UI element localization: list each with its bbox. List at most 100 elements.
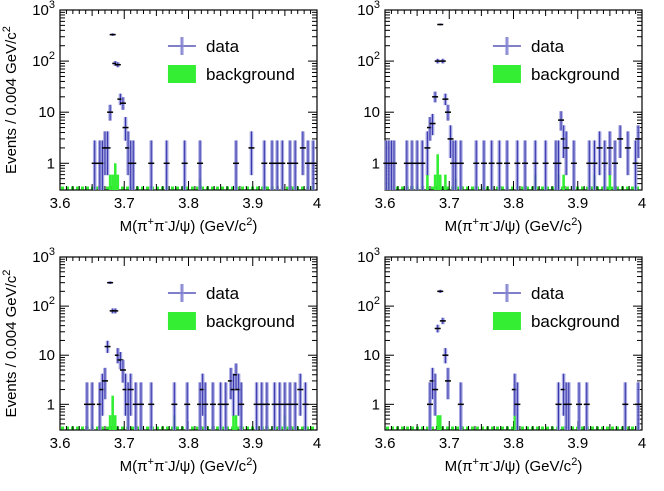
data-point [635, 125, 642, 159]
data-point [171, 382, 178, 430]
data-point [439, 317, 446, 325]
legend-label-background: background [206, 65, 295, 84]
data-point [555, 382, 562, 430]
background-bar [433, 174, 437, 190]
data-point [279, 140, 286, 190]
data-point [457, 382, 464, 430]
y-tick-label: 103 [32, 0, 55, 19]
x-tick-label: 3.8 [503, 195, 524, 212]
data-point [596, 131, 603, 176]
data-point [473, 140, 480, 190]
x-tick-label: 3.7 [439, 195, 460, 212]
data-point [148, 140, 155, 190]
data-point [586, 140, 593, 190]
data-point [439, 58, 446, 64]
data-point [591, 140, 598, 190]
panel-bottom-left: 3.6 3.7 3.8 3.9 4 1 10 102 103 data background M(π+… [1, 246, 321, 475]
y-tick-label: 10 [38, 104, 55, 121]
data-point [202, 382, 209, 430]
data-point [119, 97, 126, 110]
data-point [437, 23, 444, 26]
data-point [457, 140, 464, 190]
background-bar [438, 174, 442, 190]
background-bar [436, 154, 439, 190]
data-point [119, 359, 126, 383]
y-tick-label: 102 [357, 295, 380, 315]
y-tick-label: 1 [372, 396, 380, 413]
x-tick-label: 3.8 [503, 435, 524, 452]
data-point [426, 382, 433, 430]
legend-label-data: data [531, 37, 565, 56]
data-point [292, 382, 299, 430]
x-tick-label: 3.9 [567, 435, 588, 452]
data-point [563, 131, 570, 176]
data-point [287, 140, 294, 190]
data-point [583, 382, 590, 430]
data-point [555, 140, 562, 190]
x-axis-title: M(π+π-J/ψ) (GeV/c2) [445, 456, 583, 475]
data-point [442, 93, 449, 106]
y-tick-label: 102 [32, 50, 55, 70]
data-point [274, 140, 281, 190]
legend-entry-background: background [492, 312, 620, 331]
data-point [419, 140, 426, 190]
data-point [617, 125, 624, 159]
data-point [408, 140, 415, 190]
data-point [112, 308, 119, 314]
x-tick-label: 3.7 [114, 435, 135, 452]
background-bar [234, 415, 238, 430]
background-bar [444, 174, 447, 190]
data-point [148, 382, 155, 430]
data-point [248, 131, 255, 176]
data-point [127, 373, 134, 416]
legend-label-data: data [206, 37, 240, 56]
data-point [496, 140, 503, 190]
y-tick-label: 10 [363, 104, 380, 121]
legend-entry-data: data [492, 284, 565, 303]
data-point [217, 382, 224, 430]
background-bar [426, 174, 429, 190]
data-point [89, 382, 96, 430]
data-point [233, 140, 240, 190]
background-bar [111, 395, 114, 430]
data-point [432, 373, 439, 416]
data-point [107, 281, 114, 284]
data-point [104, 340, 111, 353]
data-point [570, 140, 577, 190]
data-point [622, 382, 629, 430]
data-point [624, 131, 631, 176]
data-point [447, 125, 454, 159]
x-tick-label: 3.9 [242, 195, 263, 212]
data-point [253, 382, 260, 430]
data-point [305, 140, 312, 190]
data-point [632, 140, 639, 190]
data-point [532, 140, 539, 190]
legend-entry-background: background [167, 312, 295, 331]
data-point [114, 62, 121, 68]
background-bar [232, 415, 235, 430]
legend-entry-background: background [492, 65, 620, 84]
data-point [281, 382, 288, 430]
panel-top-right: 3.6 3.7 3.8 3.9 4 1 10 102 103 data background M(π+… [357, 0, 646, 235]
data-point [612, 140, 619, 190]
x-tick-label: 4 [638, 435, 646, 452]
x-axis-title: M(π+π-J/ψ) (GeV/c2) [445, 216, 583, 235]
data-point [271, 382, 278, 430]
data-point [442, 348, 449, 364]
data-point [452, 140, 459, 190]
data-point [390, 140, 397, 190]
y-axis-title: Events / 0.004 GeV/c2 [1, 270, 20, 418]
data-point [107, 104, 114, 121]
y-tick-label: 1 [47, 396, 55, 413]
panel-bottom-right: 3.6 3.7 3.8 3.9 4 1 10 102 103 data background M(π+… [357, 246, 646, 475]
legend-label-data: data [531, 284, 565, 303]
data-point [261, 140, 268, 190]
y-tick-label: 10 [38, 347, 55, 364]
background-bar [562, 174, 565, 190]
background-bar [113, 415, 117, 430]
x-axis-title: M(π+π-J/ψ) (GeV/c2) [120, 456, 258, 475]
data-point [424, 131, 431, 176]
x-tick-label: 3.6 [50, 435, 71, 452]
y-tick-label: 102 [357, 50, 380, 70]
data-point [276, 382, 283, 430]
